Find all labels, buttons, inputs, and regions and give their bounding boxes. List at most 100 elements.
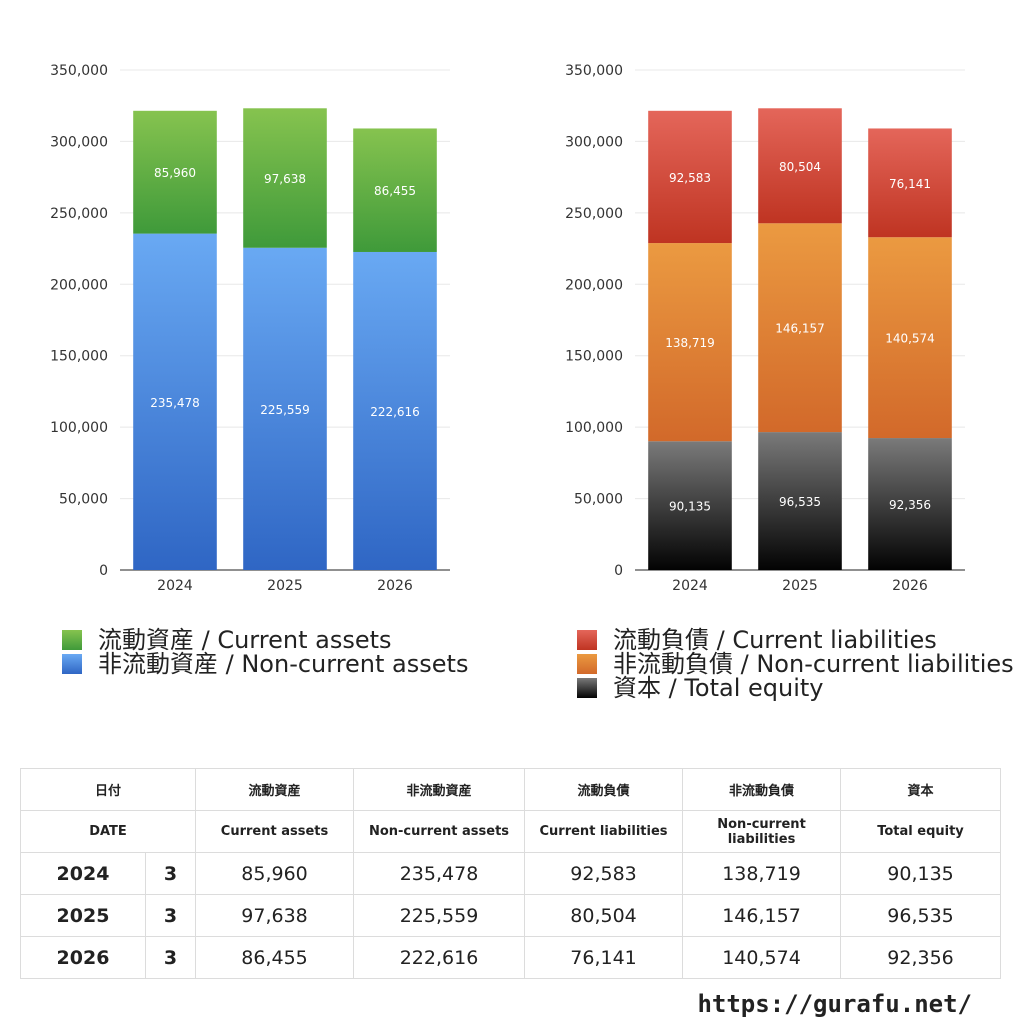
y-tick-label: 250,000 <box>50 206 108 222</box>
y-tick-label: 300,000 <box>50 134 108 150</box>
y-tick-label: 250,000 <box>565 206 623 222</box>
legend-item: 非流動資産 / Non-current assets <box>62 652 468 676</box>
chart-svg: 0 50,000 100,000 150,000 200,000 250,000 300,0… <box>50 63 450 594</box>
header-noncurrent-liabilities-en: Non-current liabilities <box>682 810 842 853</box>
data-label: 92,356 <box>889 498 931 512</box>
liabilities-equity-chart: 0 50,000 100,000 150,000 200,000 250,000 300,0… <box>515 40 1015 610</box>
bar-segment <box>868 438 952 570</box>
data-label: 140,574 <box>885 332 935 346</box>
x-tick-label: 2024 <box>157 578 193 594</box>
liabilities-legend: 流動負債 / Current liabilities 非流動負債 / Non-cu… <box>577 628 1014 700</box>
legend-item: 資本 / Total equity <box>577 676 1014 700</box>
x-tick-label: 2025 <box>782 578 818 594</box>
header-date-en: DATE <box>19 810 197 853</box>
bar-segment <box>648 243 732 442</box>
y-tick-label: 350,000 <box>50 63 108 79</box>
header-current-assets-en: Current assets <box>195 810 355 853</box>
cell-current-liabilities: 80,504 <box>524 894 684 937</box>
table-row: 2026 3 86,455 222,616 76,141 140,574 92,… <box>20 936 1002 979</box>
cell-noncurrent-liabilities: 140,574 <box>682 936 842 979</box>
y-tick-label: 150,000 <box>565 349 623 365</box>
legend-item: 非流動負債 / Non-current liabilities <box>577 652 1014 676</box>
bar-segment <box>758 432 842 570</box>
data-label: 96,535 <box>779 495 821 509</box>
chart-svg: 0 50,000 100,000 150,000 200,000 250,000 300,0… <box>565 63 965 594</box>
y-tick-label: 100,000 <box>50 420 108 436</box>
bar-segment <box>353 251 437 570</box>
data-label: 86,455 <box>374 184 416 198</box>
legend-swatch <box>577 654 597 674</box>
cell-equity: 92,356 <box>840 936 1002 979</box>
cell-current-liabilities: 92,583 <box>524 852 684 895</box>
bar-segment <box>758 108 842 224</box>
bar-segment <box>133 233 217 571</box>
bar-segment <box>243 108 327 248</box>
bar-segment <box>133 110 217 234</box>
row-month: 3 <box>144 894 197 937</box>
bar-segment <box>243 247 327 570</box>
header-current-assets-jp: 流動資産 <box>195 768 355 811</box>
legend-label: 非流動負債 / Non-current liabilities <box>613 650 1014 678</box>
cell-noncurrent-liabilities: 146,157 <box>682 894 842 937</box>
y-tick-label: 0 <box>614 563 623 579</box>
cell-current-assets: 97,638 <box>195 894 355 937</box>
x-tick-label: 2025 <box>267 578 303 594</box>
legend-swatch <box>62 630 82 650</box>
x-tick-label: 2026 <box>377 578 413 594</box>
header-noncurrent-liabilities-jp: 非流動負債 <box>682 768 842 811</box>
legend-label: 資本 / Total equity <box>613 674 824 702</box>
legend-swatch <box>62 654 82 674</box>
y-tick-label: 350,000 <box>565 63 623 79</box>
row-year: 2026 <box>20 936 146 979</box>
header-date-jp: 日付 <box>19 768 197 811</box>
x-tick-label: 2024 <box>672 578 708 594</box>
table-row: 2025 3 97,638 225,559 80,504 146,157 96,… <box>20 894 1002 937</box>
row-year: 2024 <box>20 852 146 895</box>
data-label: 146,157 <box>775 322 825 336</box>
row-month: 3 <box>144 852 197 895</box>
y-tick-label: 150,000 <box>50 349 108 365</box>
y-tick-label: 300,000 <box>565 134 623 150</box>
data-label: 76,141 <box>889 177 931 191</box>
data-label: 235,478 <box>150 396 200 410</box>
header-noncurrent-assets-jp: 非流動資産 <box>353 768 526 811</box>
bar-segment <box>868 128 952 238</box>
legend-item: 流動負債 / Current liabilities <box>577 628 1014 652</box>
bar-segment <box>648 110 732 244</box>
site-url[interactable]: https://gurafu.net/ <box>697 990 972 1018</box>
cell-current-assets: 85,960 <box>195 852 355 895</box>
header-row-jp: 日付 流動資産 非流動資産 流動負債 非流動負債 資本 <box>19 768 1002 811</box>
row-year: 2025 <box>20 894 146 937</box>
legend-item: 流動資産 / Current assets <box>62 628 468 652</box>
legend-label: 非流動資産 / Non-current assets <box>98 650 469 678</box>
assets-chart: 0 50,000 100,000 150,000 200,000 250,000 300,0… <box>0 40 500 610</box>
cell-noncurrent-assets: 225,559 <box>353 894 526 937</box>
balance-table-wrap: 日付 流動資産 非流動資産 流動負債 非流動負債 資本 DATE Current… <box>19 768 1002 979</box>
data-label: 138,719 <box>665 336 715 350</box>
bar-segment <box>648 441 732 570</box>
data-label: 222,616 <box>370 405 420 419</box>
y-tick-label: 100,000 <box>565 420 623 436</box>
y-tick-label: 50,000 <box>59 492 108 508</box>
data-label: 85,960 <box>154 166 196 180</box>
legend-label: 流動資産 / Current assets <box>98 626 392 654</box>
data-label: 92,583 <box>669 171 711 185</box>
data-label: 97,638 <box>264 172 306 186</box>
bar-segment <box>353 128 437 252</box>
assets-legend: 流動資産 / Current assets 非流動資産 / Non-current… <box>62 628 468 676</box>
cell-noncurrent-assets: 235,478 <box>353 852 526 895</box>
y-tick-label: 200,000 <box>565 277 623 293</box>
row-month: 3 <box>144 936 197 979</box>
header-equity-jp: 資本 <box>840 768 1002 811</box>
header-current-liabilities-en: Current liabilities <box>524 810 684 853</box>
cell-equity: 90,135 <box>840 852 1002 895</box>
y-tick-label: 0 <box>99 563 108 579</box>
header-row-en: DATE Current assets Non-current assets C… <box>19 810 1002 853</box>
y-tick-label: 200,000 <box>50 277 108 293</box>
bar-segment <box>868 237 952 439</box>
data-label: 80,504 <box>779 160 821 174</box>
data-label: 90,135 <box>669 500 711 514</box>
cell-current-liabilities: 76,141 <box>524 936 684 979</box>
legend-swatch <box>577 630 597 650</box>
balance-table: 日付 流動資産 非流動資産 流動負債 非流動負債 資本 DATE Current… <box>19 768 1002 979</box>
